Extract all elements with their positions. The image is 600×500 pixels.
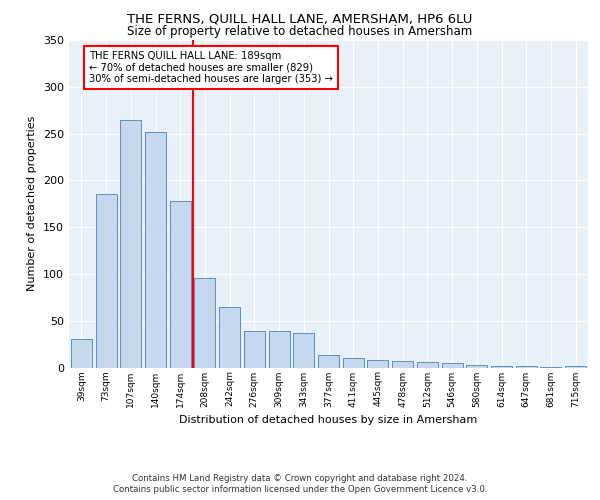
Text: THE FERNS, QUILL HALL LANE, AMERSHAM, HP6 6LU: THE FERNS, QUILL HALL LANE, AMERSHAM, HP… (127, 12, 473, 26)
Text: Contains HM Land Registry data © Crown copyright and database right 2024.
Contai: Contains HM Land Registry data © Crown c… (113, 474, 487, 494)
Bar (120, 120, 141, 368)
Text: Size of property relative to detached houses in Amersham: Size of property relative to detached ho… (127, 25, 473, 38)
Bar (219, 306, 240, 368)
Bar (367, 360, 388, 368)
Bar (343, 358, 364, 368)
Bar (95, 194, 116, 368)
Bar (491, 366, 512, 368)
Bar (565, 366, 586, 368)
Bar (244, 331, 265, 368)
Bar (293, 333, 314, 368)
Y-axis label: Number of detached properties: Number of detached properties (28, 116, 37, 292)
Bar (516, 366, 537, 368)
Bar (466, 364, 487, 368)
Text: THE FERNS QUILL HALL LANE: 189sqm
← 70% of detached houses are smaller (829)
30%: THE FERNS QUILL HALL LANE: 189sqm ← 70% … (89, 51, 332, 84)
Bar (392, 361, 413, 368)
Bar (170, 201, 191, 368)
Bar (71, 340, 92, 367)
X-axis label: Distribution of detached houses by size in Amersham: Distribution of detached houses by size … (179, 415, 478, 425)
Bar (194, 278, 215, 368)
Bar (269, 331, 290, 368)
Bar (417, 362, 438, 368)
Bar (541, 366, 562, 368)
Bar (442, 363, 463, 368)
Bar (318, 356, 339, 368)
Bar (145, 132, 166, 368)
